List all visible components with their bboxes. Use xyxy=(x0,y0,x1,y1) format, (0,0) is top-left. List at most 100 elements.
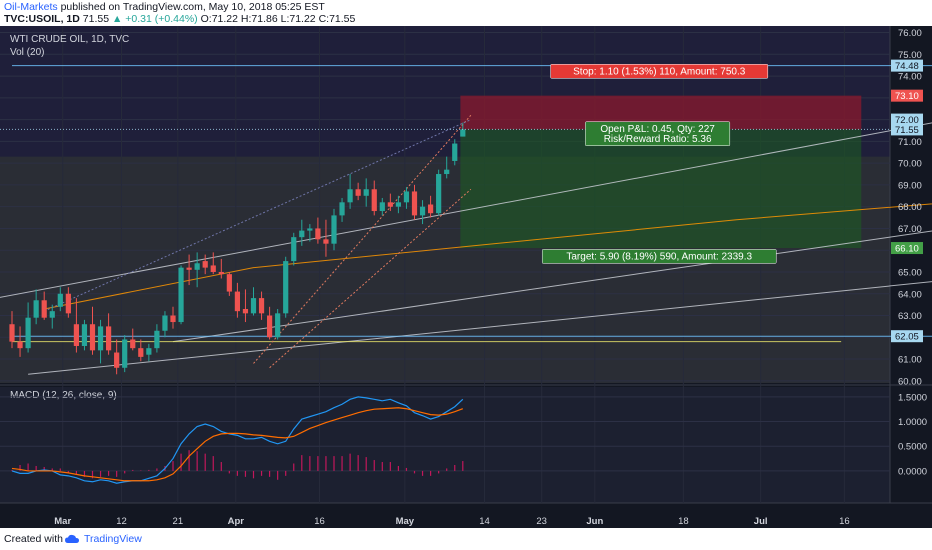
price-tag-label: 74.48 xyxy=(895,61,919,72)
price-tick-label: 74.00 xyxy=(898,72,922,83)
high-value: H:71.86 xyxy=(240,13,278,25)
candle-body xyxy=(460,129,466,137)
candle-body xyxy=(97,326,104,351)
candle-body xyxy=(436,174,442,214)
candle-body xyxy=(331,215,337,244)
candle-body xyxy=(170,315,176,323)
candle-body xyxy=(267,315,273,338)
pnl-label-box xyxy=(585,121,731,147)
chart-area[interactable]: Stop: 1.10 (1.53%) 110, Amount: 750.3 Ope… xyxy=(0,26,932,528)
price-tag-box xyxy=(891,113,923,126)
candle-body xyxy=(65,293,71,314)
time-tick-label: 16 xyxy=(314,516,325,527)
target-label-box xyxy=(541,249,777,264)
candle-body xyxy=(347,189,353,203)
price-change: +0.31 (+0.44%) xyxy=(125,13,198,25)
target-label-text: Target: 5.90 (8.19%) 590, Amount: 2339.3 xyxy=(566,251,752,262)
macd-title: MACD (12, 26, close, 9) xyxy=(10,390,117,401)
trend-line-range-low xyxy=(28,281,932,375)
tradingview-brand[interactable]: TradingView xyxy=(84,533,142,545)
candle-body xyxy=(57,293,63,307)
price-tick-label: 68.00 xyxy=(898,202,922,213)
price-tick-label: 75.00 xyxy=(898,50,922,61)
candle-body xyxy=(186,267,192,270)
stop-label: Stop: 1.10 (1.53%) 110, Amount: 750.3 xyxy=(550,64,769,79)
price-tag-label: 62.05 xyxy=(895,332,919,343)
candle-body xyxy=(419,206,426,216)
macd-tick-label: 1.0000 xyxy=(898,417,927,428)
candle-body xyxy=(17,341,23,349)
candle-body xyxy=(444,169,450,175)
created-with-text: Created with xyxy=(4,533,63,545)
candle-body xyxy=(25,317,31,349)
fan-line-lower xyxy=(269,188,472,369)
macd-tick-label: 0.0000 xyxy=(898,466,927,477)
close-value: C:71.55 xyxy=(318,13,356,25)
candle-body xyxy=(89,324,96,351)
price-tag-label: 71.55 xyxy=(895,125,919,136)
candle-body xyxy=(315,228,321,240)
macd-tick-label: 1.5000 xyxy=(898,392,927,403)
trend-line-range-high xyxy=(0,122,932,298)
candle-body xyxy=(250,298,257,314)
candle-body xyxy=(73,324,79,346)
candle-body xyxy=(194,263,200,270)
chart-svg[interactable]: Stop: 1.10 (1.53%) 110, Amount: 750.3 Ope… xyxy=(0,26,932,528)
macd-tick-label: 0.5000 xyxy=(898,442,927,453)
candle-body xyxy=(355,189,361,196)
trend-line-range-mid xyxy=(172,230,932,343)
candle-body xyxy=(106,326,112,351)
tradingview-cloud-icon xyxy=(65,534,79,543)
candle-body xyxy=(371,189,377,212)
candle-body xyxy=(403,191,410,203)
candle-body xyxy=(275,313,281,338)
candle-body xyxy=(452,143,458,161)
candle-body xyxy=(210,265,216,272)
candle-body xyxy=(162,315,168,331)
publish-header: Oil-Markets published on TradingView.com… xyxy=(0,0,932,26)
chart-title: WTI CRUDE OIL, 1D, TVC xyxy=(10,34,129,45)
time-tick-label: May xyxy=(396,516,415,527)
candle-body xyxy=(130,339,136,349)
candle-body xyxy=(138,348,144,357)
candle-body xyxy=(154,330,160,349)
target-zone xyxy=(460,129,862,249)
candle-body xyxy=(387,202,393,207)
symbol-label: TVC:USOIL, 1D xyxy=(4,13,80,25)
price-tag-label: 72.00 xyxy=(895,115,919,126)
stop-label-text: Stop: 1.10 (1.53%) 110, Amount: 750.3 xyxy=(573,66,746,77)
candle-body xyxy=(122,339,128,368)
stop-label-box xyxy=(550,64,769,79)
candle-body xyxy=(9,324,15,342)
price-tick-label: 71.00 xyxy=(898,137,922,148)
candle-body xyxy=(291,237,297,262)
last-price: 71.55 xyxy=(82,13,110,25)
candle-body xyxy=(202,261,208,268)
author-link[interactable]: Oil-Markets xyxy=(4,1,58,13)
target-label: Target: 5.90 (8.19%) 590, Amount: 2339.3 xyxy=(541,249,777,264)
time-tick-label: 12 xyxy=(116,516,127,527)
candle-body xyxy=(299,230,305,238)
price-tick-label: 76.00 xyxy=(898,28,922,39)
price-tag-label: 73.10 xyxy=(895,91,919,102)
time-tick-label: Jul xyxy=(754,516,768,527)
candle-body xyxy=(81,324,88,346)
price-tag-label: 66.10 xyxy=(895,244,919,255)
footer: Created with TradingView xyxy=(0,528,932,550)
published-text: published on TradingView.com, May 10, 20… xyxy=(60,1,325,13)
candle-body xyxy=(363,189,369,196)
price-tick-label: 69.00 xyxy=(898,180,922,191)
time-tick-label: 16 xyxy=(839,516,850,527)
price-tick-label: 60.00 xyxy=(898,376,922,387)
price-tick-label: 65.00 xyxy=(898,267,922,278)
symbol-line: TVC:USOIL, 1D 71.55 ▲ +0.31 (+0.44%) O:7… xyxy=(4,13,355,25)
time-tick-label: Apr xyxy=(228,516,245,527)
candle-body xyxy=(146,348,152,355)
publish-line: Oil-Markets published on TradingView.com… xyxy=(4,1,325,13)
candle-body xyxy=(242,308,249,314)
time-tick-label: 21 xyxy=(173,516,184,527)
candle-body xyxy=(114,352,120,368)
price-tag-box xyxy=(891,59,923,72)
macd-pane xyxy=(0,387,890,503)
